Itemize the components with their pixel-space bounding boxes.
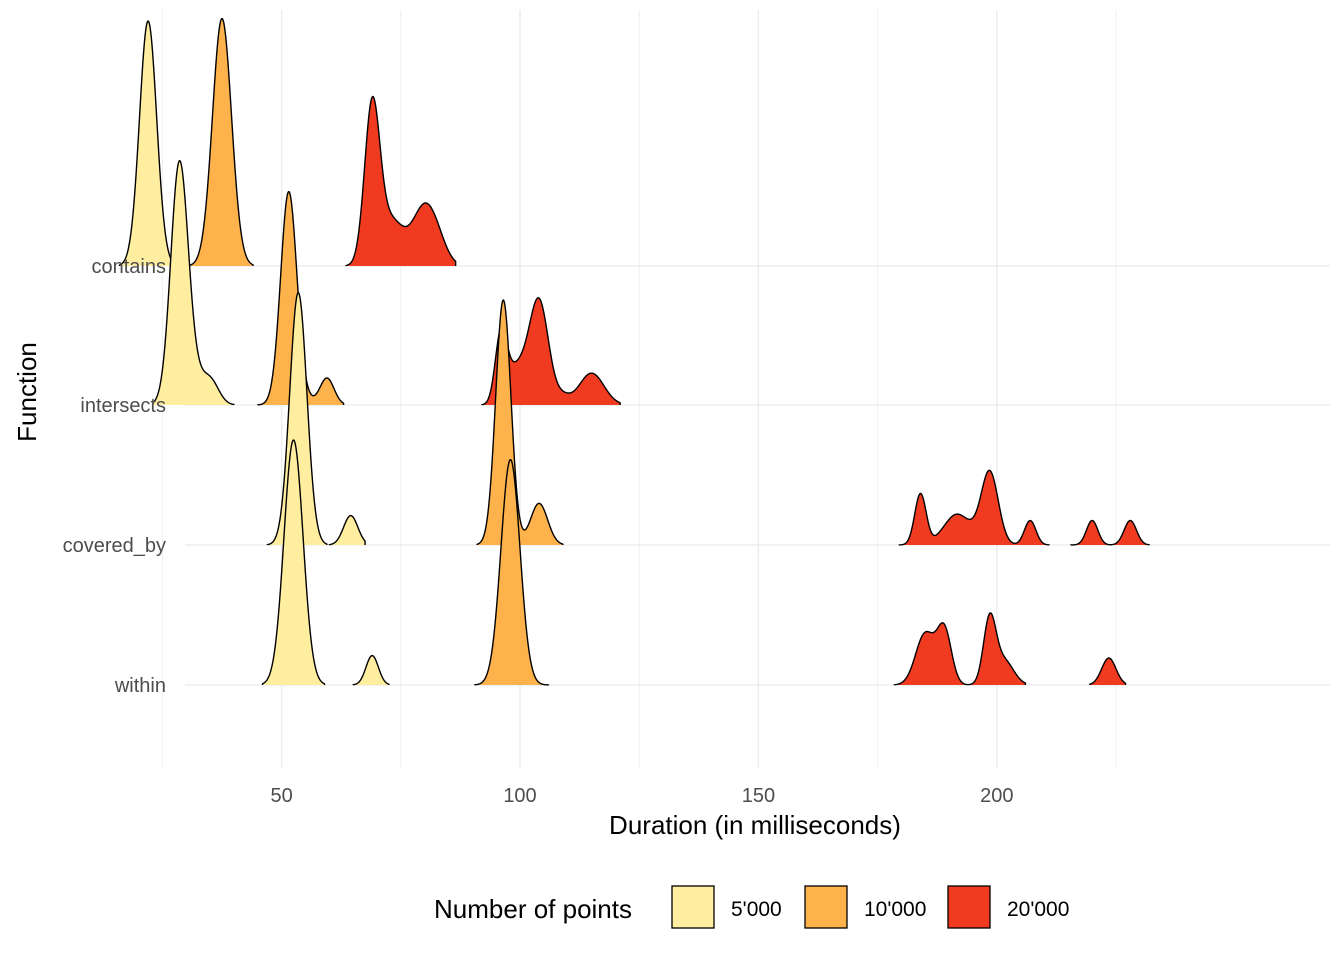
legend-entries: 5'000 10'000 20'000: [671, 885, 1069, 929]
legend-key-20000: [947, 885, 991, 929]
ridge-intersects-5000-3: [152, 159, 235, 406]
y-tick-label-contains: contains: [92, 256, 167, 278]
y-gridlines: [185, 265, 1330, 686]
legend-key-5000: [671, 885, 715, 929]
ridge-within-5000-11: [261, 439, 326, 685]
x-tick-label-50: 50: [270, 785, 292, 807]
ridge-covered_by-5000-7: [328, 514, 366, 546]
ridge-covered_by-5000-6: [266, 291, 328, 546]
y-tick-label-within: within: [114, 675, 166, 697]
y-tick-label-intersects: intersects: [80, 395, 166, 417]
ridge-within-10000-13: [474, 458, 550, 686]
x-tick-label-150: 150: [742, 785, 775, 807]
legend-label-20000: 20'000: [1007, 898, 1069, 921]
x-axis-tick-labels: 50 100 150 200: [270, 785, 1013, 807]
legend-label-5000: 5'000: [731, 898, 782, 921]
x-axis-title: Duration (in milliseconds): [609, 810, 901, 840]
legend: Number of points 5'000 10'000 20'000: [434, 885, 1069, 929]
legend-title: Number of points: [434, 894, 632, 924]
legend-key-10000: [804, 885, 848, 929]
density-ridges: [118, 17, 1151, 686]
ridge-within-5000-12: [352, 654, 390, 686]
ridge-covered_by-10000-8: [476, 299, 564, 546]
x-tick-label-100: 100: [503, 785, 536, 807]
legend-label-10000: 10'000: [864, 898, 926, 921]
ridge-contains-20000-2: [345, 95, 457, 267]
ridge-covered_by-20000-9: [898, 469, 1050, 546]
x-tick-label-200: 200: [980, 785, 1013, 807]
y-tick-label-covered_by: covered_by: [63, 535, 166, 557]
ridge-within-20000-15: [1089, 657, 1127, 685]
ridge-covered_by-20000-10: [1070, 519, 1151, 546]
ridge-within-20000-14: [893, 612, 1027, 686]
y-axis-title: Function: [12, 342, 42, 442]
ridge-contains-10000-1: [185, 17, 254, 267]
